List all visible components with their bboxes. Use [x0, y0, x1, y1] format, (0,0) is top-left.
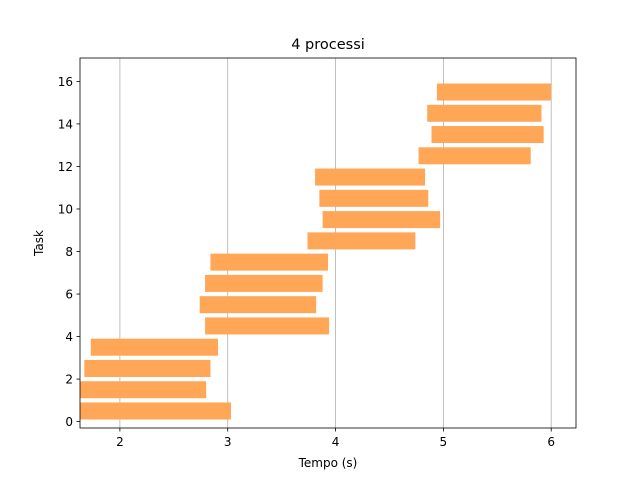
x-axis-ticks: 2 3 4 5 6: [116, 428, 555, 449]
task-bar: [315, 168, 426, 186]
task-bar: [319, 189, 429, 207]
task-bar: [205, 274, 323, 292]
y-tick-label: 14: [58, 117, 73, 131]
x-tick-label: 3: [224, 435, 232, 449]
x-tick-label: 6: [547, 435, 555, 449]
task-bar: [210, 253, 328, 271]
axes-frame: [79, 57, 577, 429]
task-bar: [307, 232, 416, 250]
y-axis-ticks: 0 2 4 6 8 10 12 14 16: [58, 75, 80, 429]
task-bar: [80, 402, 231, 420]
task-bar: [84, 359, 211, 377]
y-tick-label: 4: [65, 330, 73, 344]
task-bar: [199, 296, 317, 314]
task-bar: [431, 126, 544, 144]
x-tick-label: 4: [332, 435, 340, 449]
y-tick-label: 10: [58, 202, 73, 216]
y-tick-label: 8: [65, 245, 73, 259]
task-bar: [418, 147, 531, 165]
y-axis-label: Task: [32, 230, 46, 257]
bars-group: [80, 83, 552, 420]
y-tick-label: 16: [58, 75, 73, 89]
x-tick-label: 2: [116, 435, 124, 449]
y-tick-label: 2: [65, 373, 73, 387]
task-bar: [205, 317, 330, 335]
task-bar: [427, 104, 542, 122]
y-tick-label: 12: [58, 160, 73, 174]
y-tick-label: 6: [65, 288, 73, 302]
chart-title: 4 processi: [291, 37, 365, 53]
x-axis-label: Tempo (s): [298, 456, 358, 470]
task-bar: [90, 338, 219, 356]
task-bar: [436, 83, 552, 101]
y-tick-label: 0: [65, 415, 73, 429]
x-tick-label: 5: [440, 435, 448, 449]
task-bar: [322, 211, 441, 229]
task-bar: [80, 381, 207, 399]
